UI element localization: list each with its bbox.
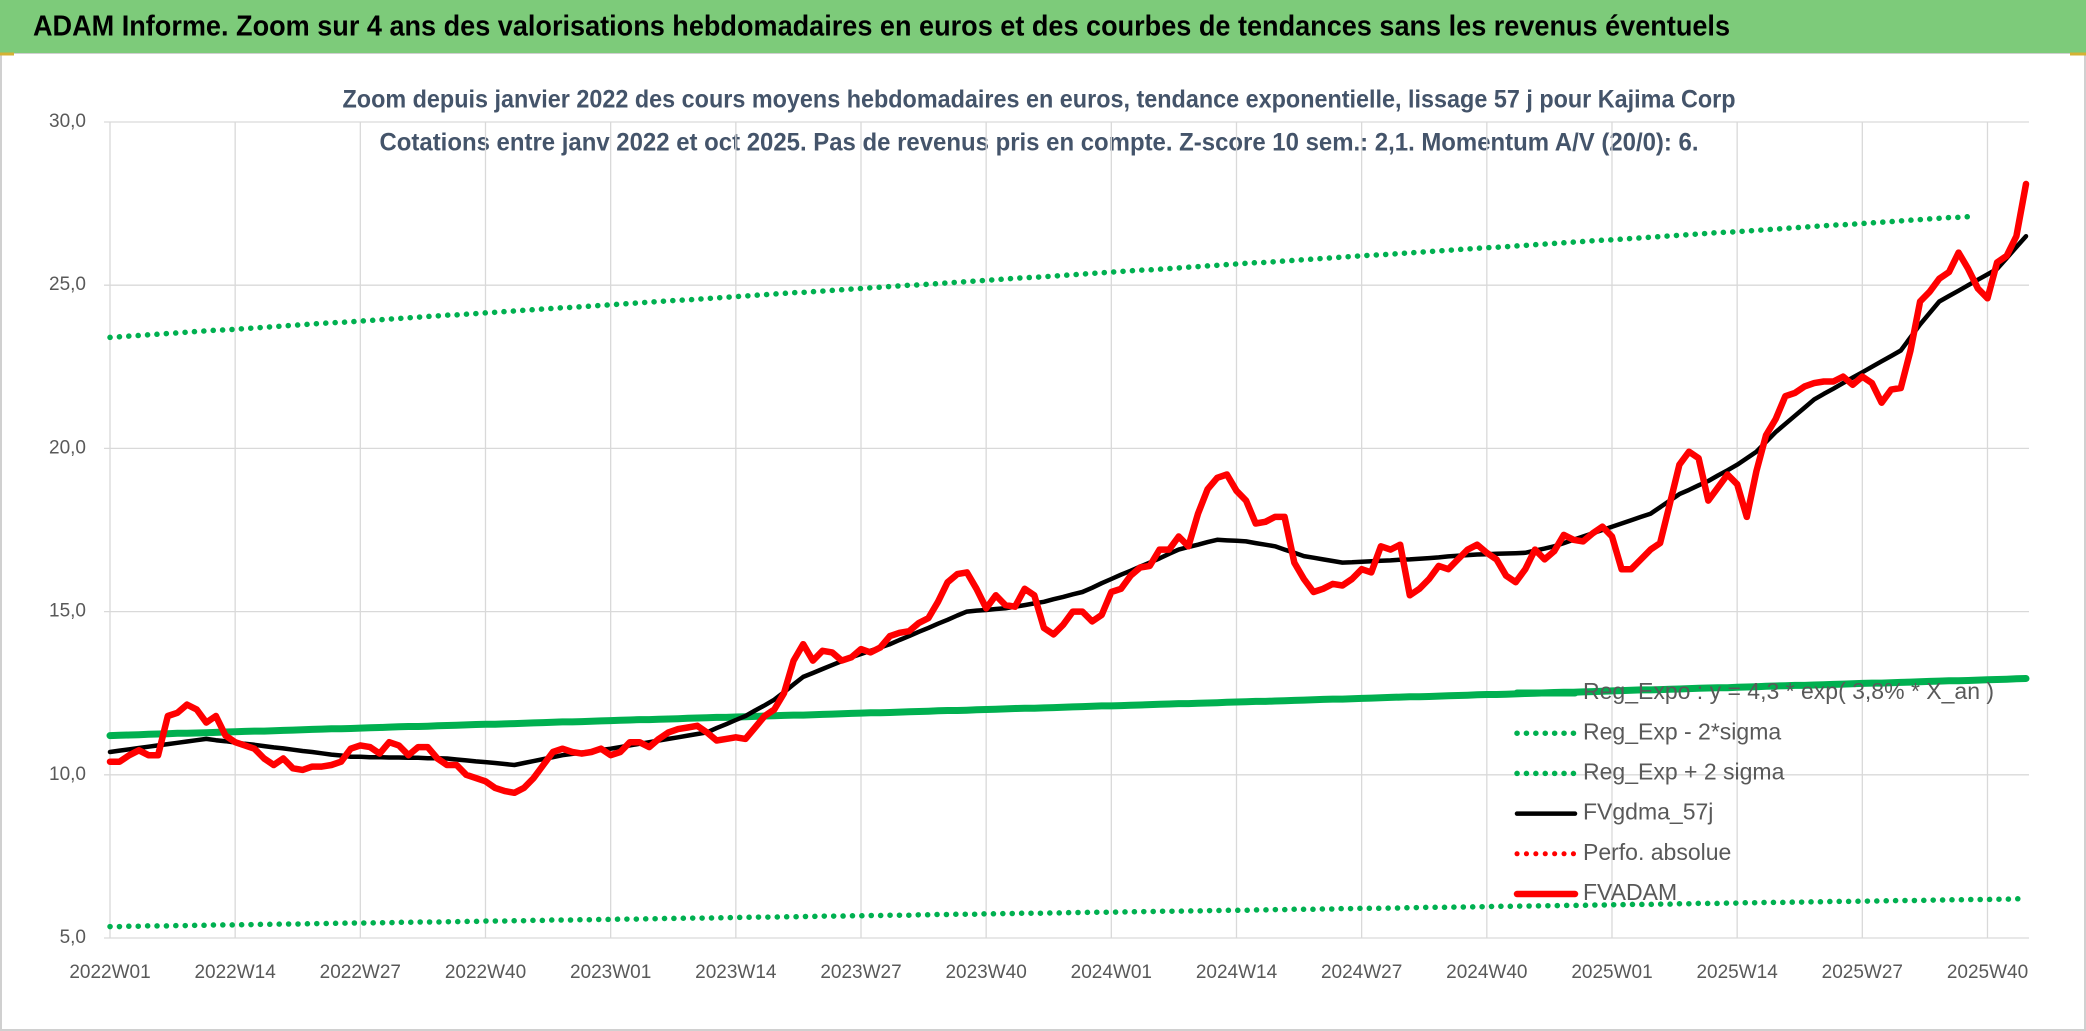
x-tick-label: 2022W14 (194, 962, 276, 983)
x-tick-label: 2025W14 (1696, 962, 1778, 983)
x-tick-label: 2024W40 (1446, 962, 1527, 983)
x-tick-label: 2023W27 (820, 962, 901, 983)
grid (104, 121, 2029, 939)
chart-subtitle: Cotations entre janv 2022 et oct 2025. P… (380, 129, 1699, 157)
legend: Reg_Expo : y = 4,3 * exp( 3,8% * X_an ) R… (1513, 678, 1994, 905)
y-tick-label: 25,0 (49, 274, 86, 295)
x-tick-label: 2023W14 (695, 962, 777, 983)
series-line (106, 180, 2030, 797)
legend-label: FVADAM (1583, 879, 1677, 905)
x-tick-label: 2022W27 (320, 962, 401, 983)
x-tick-label: 2023W01 (570, 962, 651, 983)
series-line (107, 213, 1971, 341)
y-tick-label: 10,0 (49, 764, 86, 785)
header-bar (0, 0, 2086, 53)
legend-label: Reg_Exp - 2*sigma (1583, 718, 1781, 744)
x-tick-label: 2024W27 (1321, 962, 1402, 983)
y-tick-label: 15,0 (49, 601, 86, 622)
y-tick-label: 20,0 (49, 437, 86, 458)
legend-label: Reg_Expo : y = 4,3 * exp( 3,8% * X_an ) (1583, 678, 1994, 704)
y-tick-label: 30,0 (49, 111, 86, 132)
x-tick-label: 2024W14 (1196, 962, 1278, 983)
x-tick-label: 2024W01 (1071, 962, 1152, 983)
y-tick-label: 5,0 (60, 927, 86, 948)
x-tick-label: 2025W40 (1947, 962, 2028, 983)
header-title: ADAM Informe. Zoom sur 4 ans des valoris… (33, 11, 1730, 43)
x-tick-label: 2023W40 (945, 962, 1026, 983)
series-line (106, 675, 2030, 740)
x-tick-label: 2025W01 (1571, 962, 1652, 983)
legend-label: Perfo. absolue (1583, 839, 1731, 865)
chart-title: Zoom depuis janvier 2022 des cours moyen… (343, 86, 1736, 114)
x-tick-label: 2022W01 (69, 962, 150, 983)
x-tick-label: 2022W40 (445, 962, 526, 983)
series-line (107, 896, 2029, 930)
legend-label: FVgdma_57j (1583, 799, 1713, 825)
x-tick-label: 2025W27 (1822, 962, 1903, 983)
legend-label: Reg_Exp + 2 sigma (1583, 758, 1785, 784)
